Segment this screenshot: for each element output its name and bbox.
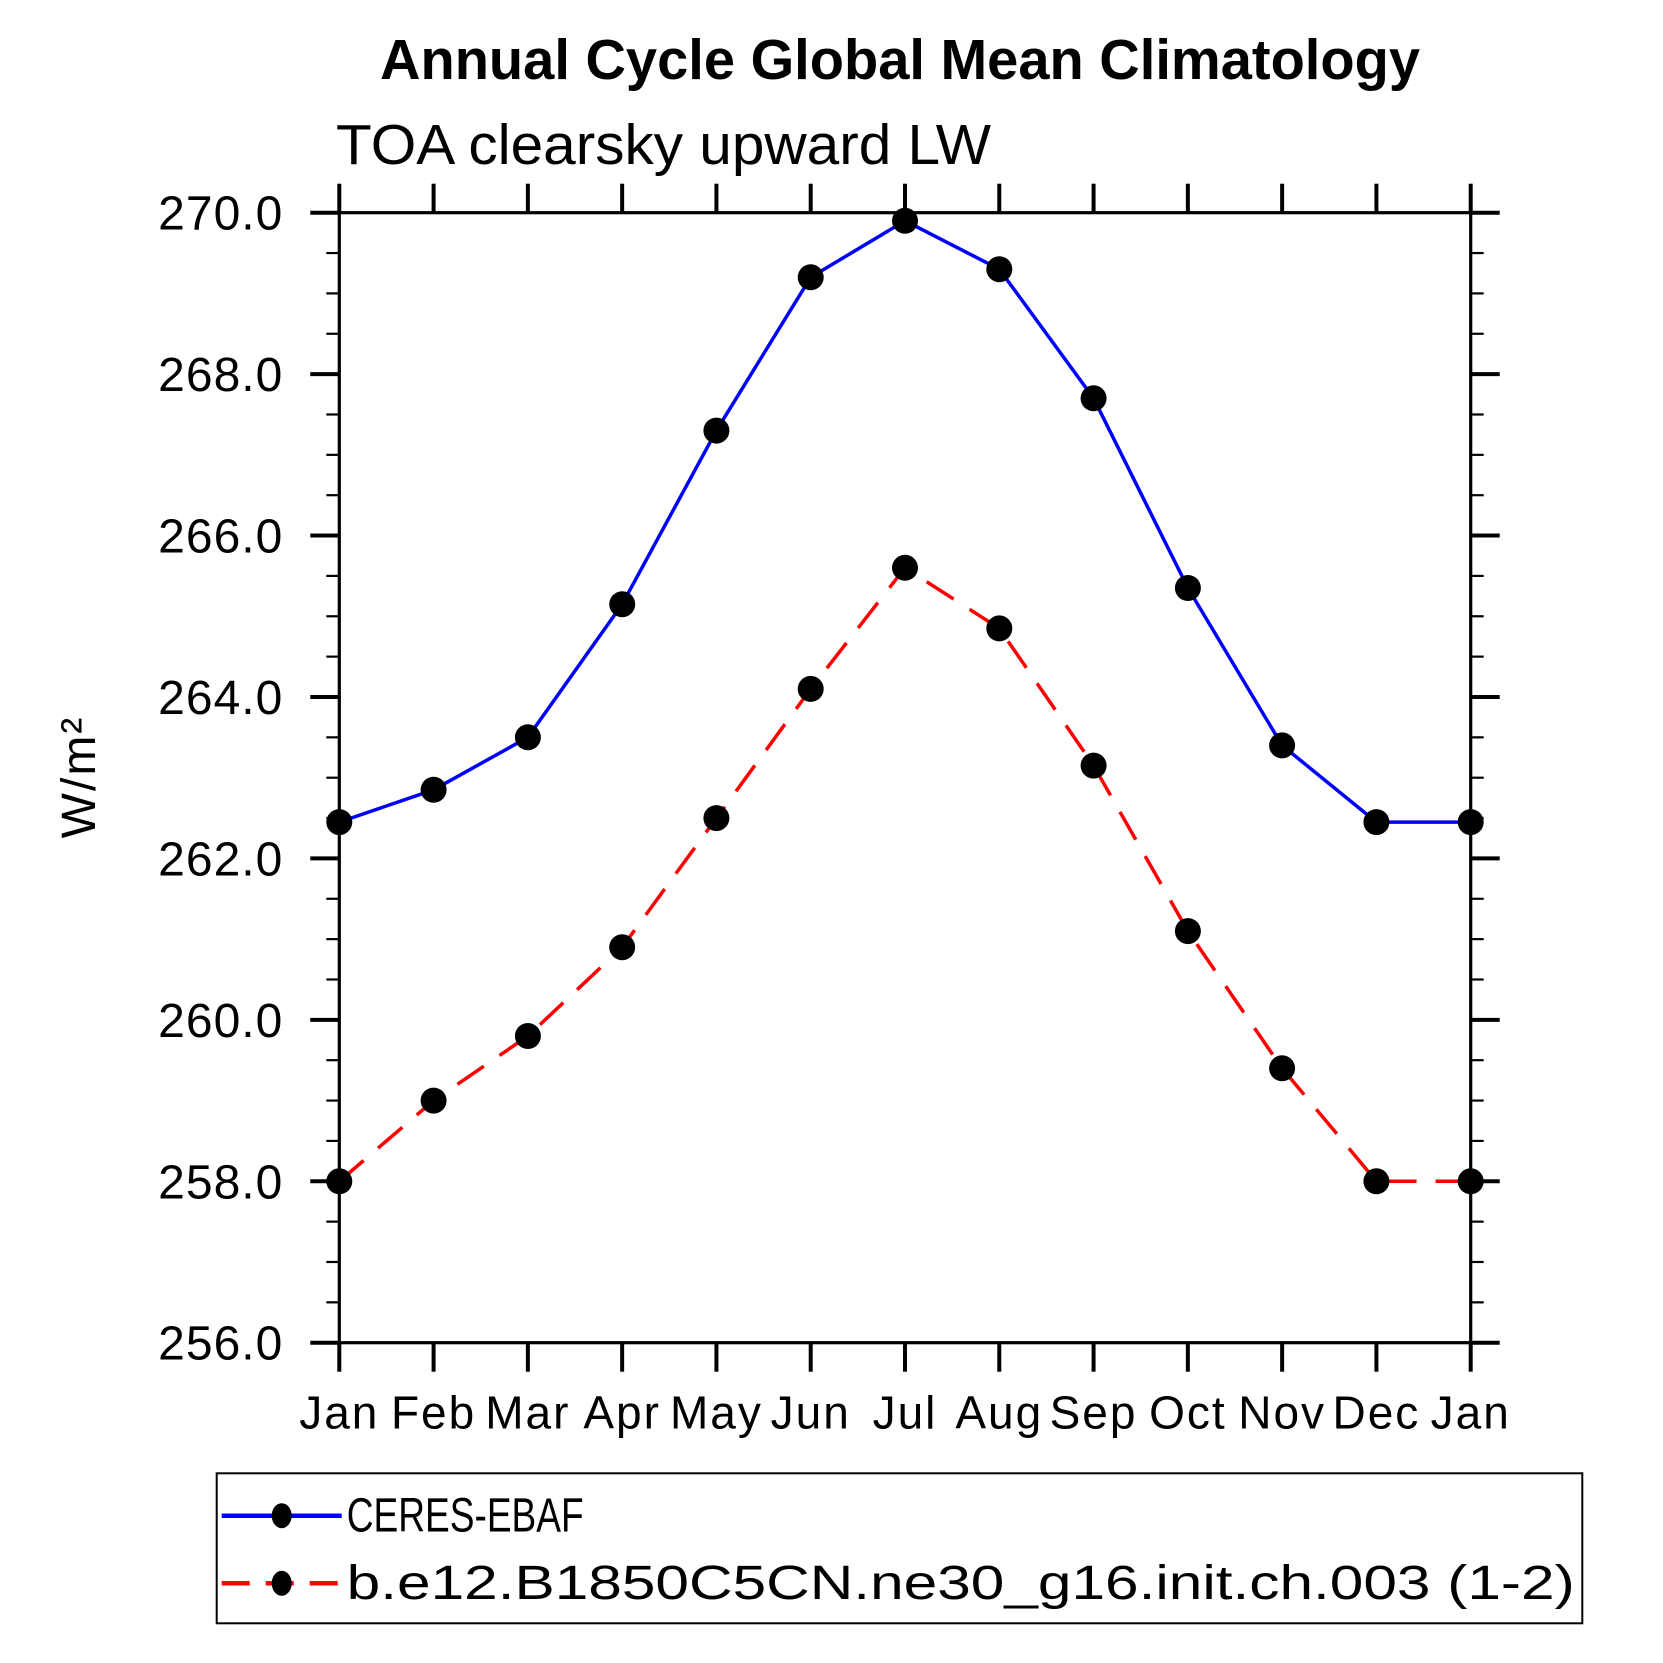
chart-subtitle: TOA clearsky upward LW (336, 113, 991, 177)
data-point-marker (1269, 1055, 1296, 1082)
series-line-1 (338, 566, 1471, 1184)
data-point-marker (609, 934, 636, 961)
data-point-marker (892, 554, 918, 581)
data-point-marker (420, 776, 447, 803)
data-point-marker (514, 724, 541, 751)
data-point-marker (326, 1168, 353, 1195)
y-tick-label: 268.0 (158, 349, 283, 402)
y-tick-label: 258.0 (158, 1156, 283, 1209)
legend-line-samples (221, 1503, 342, 1596)
data-point-marker (986, 256, 1013, 283)
month-label: Jun (771, 1387, 851, 1439)
data-point-marker (1269, 732, 1296, 759)
y-tick-label: 256.0 (158, 1318, 283, 1371)
month-label: Aug (955, 1387, 1043, 1439)
y-axis-tick-labels: 256.0 258.0 260.0 262.0 264.0 266.0 268.0 270.0 (158, 188, 283, 1371)
data-point-marker (1457, 809, 1484, 836)
chart-title: Annual Cycle Global Mean Climatology (380, 28, 1420, 92)
month-label: Oct (1149, 1387, 1227, 1439)
plot-frame (337, 211, 1473, 1345)
y-axis-ticks (310, 210, 1500, 1345)
month-label: Jul (873, 1387, 938, 1439)
y-tick-label: 266.0 (158, 511, 283, 564)
data-point-marker (1457, 1168, 1484, 1195)
data-point-marker (514, 1023, 541, 1049)
series-line-0 (338, 219, 1471, 824)
data-point-marker (326, 809, 353, 836)
data-point-marker (1080, 385, 1107, 412)
data-point-marker (703, 417, 730, 444)
data-point-marker (1174, 575, 1201, 601)
month-label: Jan (299, 1387, 379, 1439)
data-point-marker (609, 591, 636, 618)
month-label: May (670, 1387, 763, 1439)
y-axis-label: W/m² (53, 716, 106, 839)
data-point-marker (892, 207, 918, 234)
data-point-marker (420, 1087, 447, 1114)
data-series (326, 207, 1484, 1195)
data-point-marker (1174, 918, 1201, 945)
x-axis-month-labels: Jan Feb Mar Apr May Jun Jul Aug Sep Oct Nov Dec Jan (299, 1387, 1511, 1439)
y-tick-label: 264.0 (158, 672, 283, 725)
month-label: Feb (391, 1387, 476, 1439)
legend-label-ceres-ebaf: CERES-EBAF (347, 1490, 584, 1543)
legend-label-model-run: b.e12.B1850C5CN.ne30_g16.init.ch.003 (1-… (347, 1557, 1575, 1610)
month-label: Jan (1431, 1387, 1511, 1439)
month-label: Sep (1050, 1387, 1138, 1439)
data-point-marker (1363, 1168, 1390, 1195)
legend: CERES-EBAF b.e12.B1850C5CN.ne30_g16.init… (215, 1472, 1584, 1625)
legend-sample-marker (271, 1570, 292, 1596)
data-point-marker (1080, 752, 1107, 779)
month-label: Apr (583, 1387, 661, 1439)
y-tick-label: 262.0 (158, 833, 283, 886)
month-label: Nov (1238, 1387, 1326, 1439)
month-label: Dec (1333, 1387, 1421, 1439)
month-label: Mar (485, 1387, 570, 1439)
data-point-marker (703, 805, 730, 832)
data-point-marker (797, 264, 824, 291)
legend-box (215, 1472, 1584, 1625)
y-tick-label: 260.0 (158, 995, 283, 1048)
legend-sample-marker (271, 1503, 292, 1529)
data-point-marker (1363, 809, 1390, 836)
y-tick-label: 270.0 (158, 188, 283, 241)
data-point-marker (797, 675, 824, 702)
data-point-marker (986, 615, 1013, 642)
x-axis-ticks (337, 183, 1473, 1372)
